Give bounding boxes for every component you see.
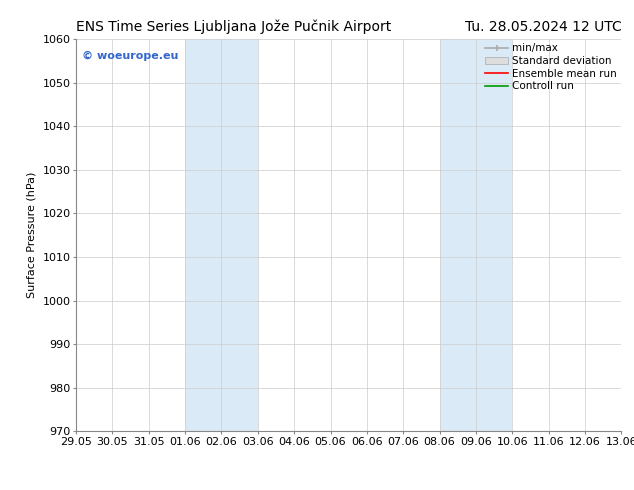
Text: Tu. 28.05.2024 12 UTC: Tu. 28.05.2024 12 UTC	[465, 20, 621, 34]
Text: © woeurope.eu: © woeurope.eu	[82, 51, 178, 61]
Bar	[185, 39, 258, 431]
Text: ENS Time Series Ljubljana Jože Pučnik Airport: ENS Time Series Ljubljana Jože Pučnik Ai…	[76, 20, 391, 34]
Bar	[439, 39, 512, 431]
Y-axis label: Surface Pressure (hPa): Surface Pressure (hPa)	[27, 172, 37, 298]
Legend: min/max, Standard deviation, Ensemble mean run, Controll run: min/max, Standard deviation, Ensemble me…	[483, 41, 619, 93]
